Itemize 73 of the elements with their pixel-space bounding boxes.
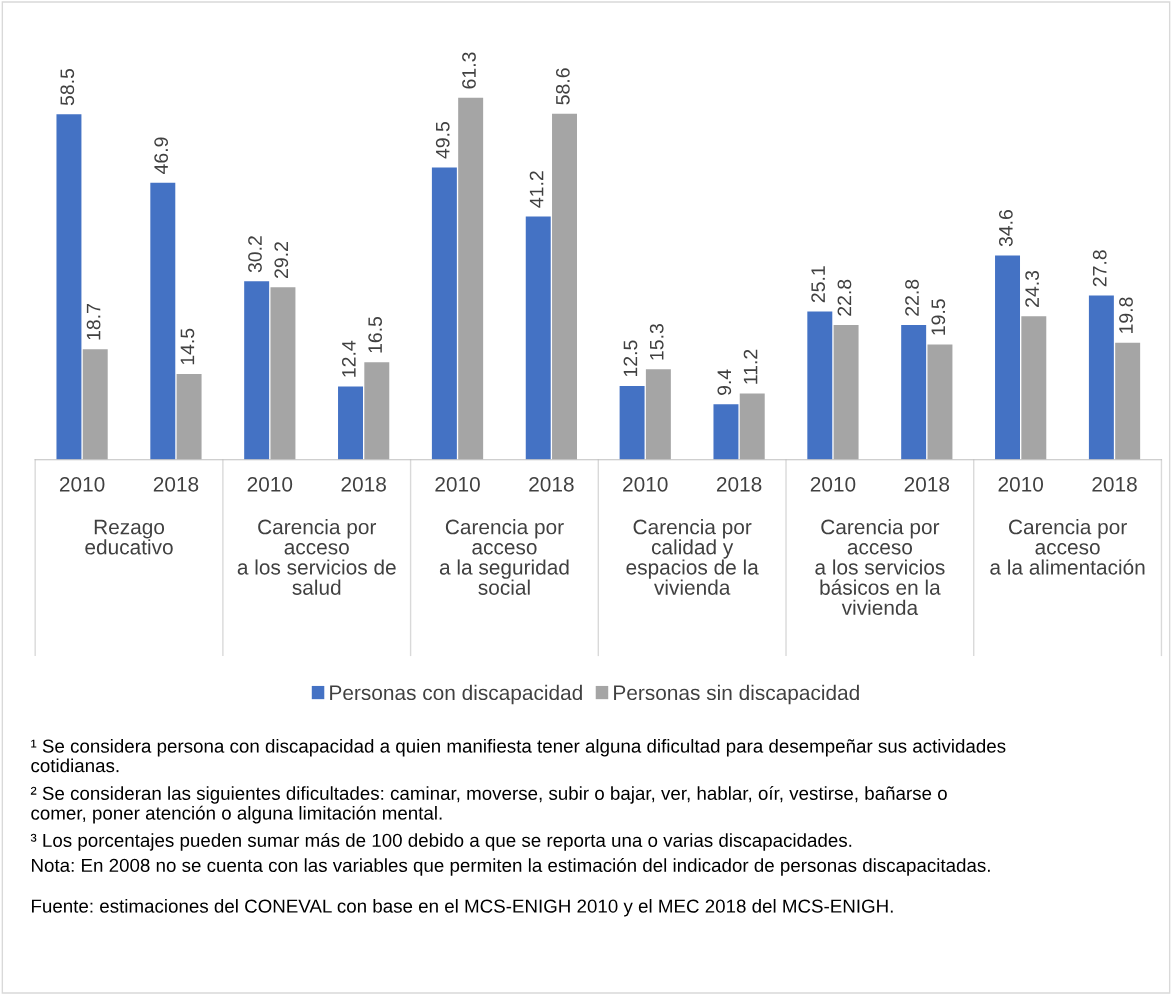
bar xyxy=(927,344,953,460)
bar xyxy=(270,287,296,460)
data-label: 19.8 xyxy=(1119,297,1133,333)
bar xyxy=(1021,316,1047,460)
x-tick-label: 2018 xyxy=(153,476,199,492)
text: Rezago educativo xyxy=(85,519,173,555)
text: ² Se consideran las siguientes dificultades: caminar, moverse, subir o bajar, ver, hablar, oír, vestirse, bañarse o comer, poner atención o alguna limitación mental. xyxy=(30,786,947,824)
data-label: 24.3 xyxy=(1025,270,1040,307)
bar xyxy=(995,255,1021,460)
data-label: 29.2 xyxy=(274,242,289,278)
legend-label: Personas sin discapacidad xyxy=(614,684,859,705)
x-tick-label: 2010 xyxy=(998,476,1044,492)
data-label: 12.4 xyxy=(341,340,356,377)
bar xyxy=(176,374,202,460)
data-label: 58.6 xyxy=(555,68,570,105)
x-tick-label: 2018 xyxy=(904,476,950,492)
bar xyxy=(431,167,457,460)
x-tick-label: 2018 xyxy=(716,476,762,492)
data-label: 30.2 xyxy=(248,236,262,273)
x-tick-label: 2010 xyxy=(59,476,105,492)
data-label: 15.3 xyxy=(649,324,664,360)
source-note: Fuente: estimaciones del CONEVAL con base en el MCS-ENIGH 2010 y el MEC 2018 del MCS-ENIGH. xyxy=(32,899,893,917)
bar xyxy=(619,385,645,460)
data-label: 14.5 xyxy=(180,328,195,365)
text: Carencia por calidad y espacios de la vivienda xyxy=(626,519,759,595)
data-label: 58.5 xyxy=(60,68,75,106)
bar xyxy=(1115,342,1141,460)
text: ¹ Se considera persona con discapacidad a quien manifiesta tener alguna dificultad para desempeñar sus actividades cotidianas. xyxy=(31,739,1006,773)
bar xyxy=(525,216,551,460)
data-label: 11.2 xyxy=(743,349,758,384)
text: Carencia por acceso a la seguridad social xyxy=(439,519,569,595)
bar xyxy=(150,182,176,460)
x-tick-label: 2010 xyxy=(435,476,480,492)
x-tick-label: 2010 xyxy=(247,476,293,492)
bar xyxy=(338,386,363,460)
data-label: 46.9 xyxy=(154,137,169,174)
bar xyxy=(82,349,108,460)
data-label: 16.5 xyxy=(368,316,383,353)
bar xyxy=(713,404,739,460)
bar xyxy=(458,97,484,460)
bar xyxy=(739,393,765,460)
bar xyxy=(56,114,82,460)
x-tick-label: 2018 xyxy=(1092,476,1137,492)
data-label: 49.5 xyxy=(435,122,450,159)
data-label: 61.3 xyxy=(462,52,476,89)
bar xyxy=(552,113,577,460)
bar xyxy=(364,362,390,460)
x-tick-label: 2018 xyxy=(341,476,386,492)
x-tick-label: 2010 xyxy=(810,476,856,492)
x-tick-label: 2010 xyxy=(623,476,668,492)
data-label: 19.5 xyxy=(931,299,946,335)
bar xyxy=(244,281,270,460)
bar xyxy=(833,325,859,460)
data-label: 25.1 xyxy=(811,266,826,303)
data-label: 9.4 xyxy=(717,369,732,395)
text: Carencia por acceso a los servicios básicos en la vivienda xyxy=(815,519,945,616)
text: Nota: En 2008 no se cuenta con las variables que permiten la estimación del indicador de personas discapacitadas. xyxy=(32,858,990,876)
data-label: 41.2 xyxy=(529,171,544,208)
data-label: 18.7 xyxy=(86,304,101,340)
x-tick-label: 2018 xyxy=(529,476,574,492)
legend-label: Personas con discapacidad xyxy=(330,684,582,705)
text: Carencia por acceso a la alimentación xyxy=(990,519,1145,575)
bar xyxy=(1088,295,1114,460)
data-label: 22.8 xyxy=(837,279,852,316)
text: Carencia por acceso a los servicios de salud xyxy=(237,519,396,595)
bar xyxy=(645,369,671,460)
data-label: 12.5 xyxy=(623,340,638,377)
data-label: 22.8 xyxy=(905,279,919,316)
data-label: 27.8 xyxy=(1092,250,1107,287)
bar xyxy=(901,325,927,460)
data-label: 34.6 xyxy=(998,210,1013,247)
text: ³ Los porcentajes pueden sumar más de 100 debido a que se reporta una o varias discapacidades. xyxy=(30,833,852,851)
bar xyxy=(807,311,833,460)
